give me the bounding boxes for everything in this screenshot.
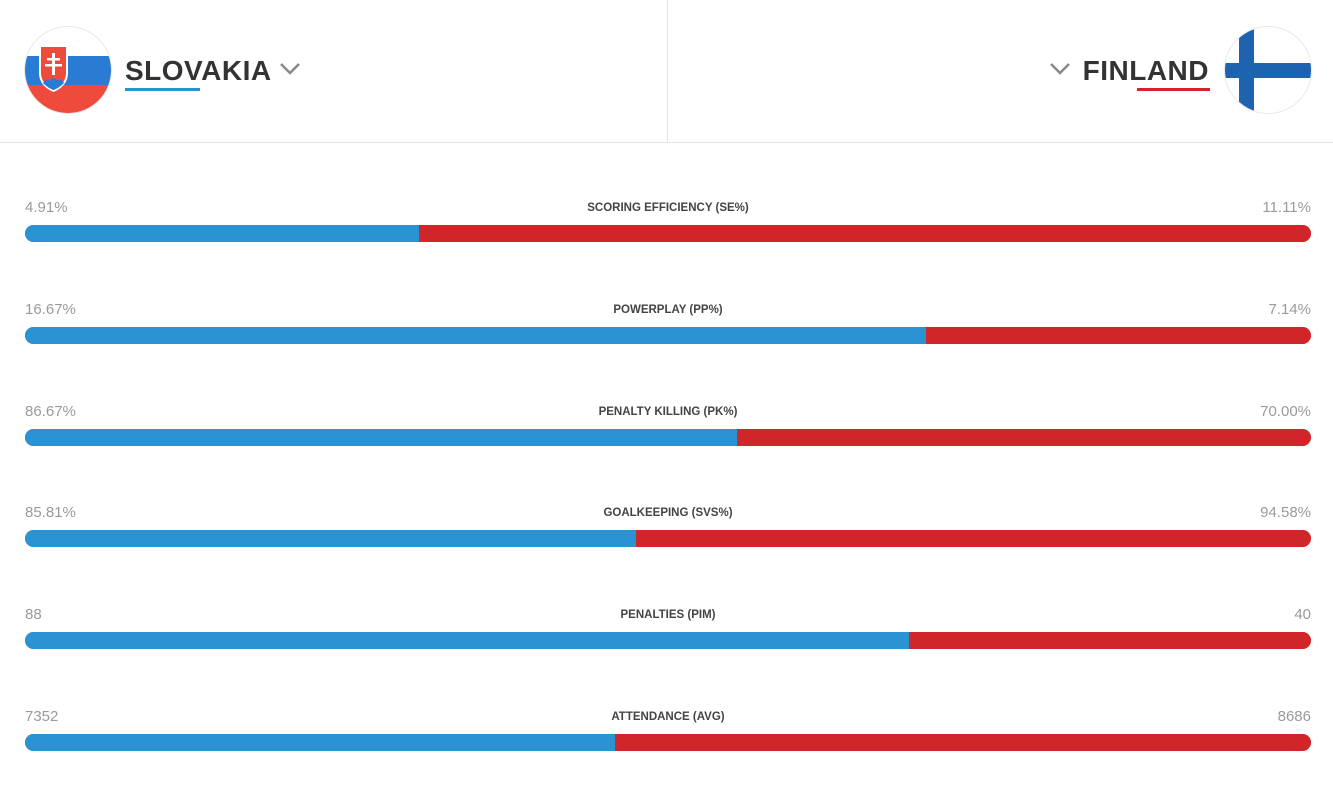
stat-comparison-bar [25, 530, 1311, 547]
home-team-underline [125, 88, 200, 91]
stat-row: 85.81% GOALKEEPING (SVS%) 94.58% [25, 504, 1311, 554]
home-bar-segment [25, 225, 420, 242]
away-team-dropdown-chevron-down-icon[interactable] [1049, 62, 1071, 76]
stat-row: 7352 ATTENDANCE (AVG) 8686 [25, 708, 1311, 758]
home-bar-segment [25, 530, 637, 547]
home-stat-value: 4.91% [25, 199, 68, 216]
stat-comparison-bar [25, 632, 1311, 649]
stat-label: SCORING EFFICIENCY (SE%) [587, 202, 749, 214]
stat-row: 86.67% PENALTY KILLING (PK%) 70.00% [25, 403, 1311, 453]
home-team-dropdown-chevron-down-icon[interactable] [279, 62, 301, 76]
away-stat-value: 40 [1294, 606, 1311, 623]
stat-label: ATTENDANCE (AVG) [611, 711, 725, 723]
home-stat-value: 16.67% [25, 301, 76, 318]
home-stat-value: 7352 [25, 708, 59, 725]
stat-label: POWERPLAY (PP%) [613, 304, 723, 316]
away-stat-value: 94.58% [1260, 504, 1311, 521]
away-bar-segment [926, 327, 1311, 344]
away-team-underline [1137, 88, 1210, 91]
stat-label: PENALTY KILLING (PK%) [598, 406, 738, 418]
home-stat-value: 86.67% [25, 403, 76, 420]
away-stat-value: 8686 [1277, 708, 1311, 725]
header-divider [667, 0, 668, 142]
stat-comparison-bar [25, 734, 1311, 751]
stat-comparison-bar [25, 327, 1311, 344]
slovakia-flag-icon [25, 27, 111, 113]
stat-comparison-bar [25, 225, 1311, 242]
away-bar-segment [614, 734, 1311, 751]
home-bar-segment [25, 327, 927, 344]
home-team-name[interactable]: SLOVAKIA [125, 55, 272, 86]
away-bar-segment [737, 429, 1311, 446]
away-stat-value: 7.14% [1268, 301, 1311, 318]
away-bar-segment [419, 225, 1311, 242]
stat-row: 88 PENALTIES (PIM) 40 [25, 606, 1311, 656]
stat-row: 4.91% SCORING EFFICIENCY (SE%) 11.11% [25, 199, 1311, 249]
home-bar-segment [25, 632, 910, 649]
away-stat-value: 11.11% [1262, 199, 1311, 216]
stat-row: 16.67% POWERPLAY (PP%) 7.14% [25, 301, 1311, 351]
finland-flag-icon [1225, 27, 1311, 113]
away-stat-value: 70.00% [1260, 403, 1311, 420]
stat-label: GOALKEEPING (SVS%) [603, 507, 733, 519]
home-stat-value: 88 [25, 606, 42, 623]
away-bar-segment [909, 632, 1311, 649]
away-bar-segment [636, 530, 1311, 547]
home-bar-segment [25, 734, 615, 751]
away-team-name[interactable]: FINLAND [1082, 55, 1209, 86]
home-bar-segment [25, 429, 738, 446]
stat-comparison-bar [25, 429, 1311, 446]
home-stat-value: 85.81% [25, 504, 76, 521]
match-header: SLOVAKIA FINLAND [0, 0, 1333, 143]
stat-label: PENALTIES (PIM) [620, 609, 716, 621]
